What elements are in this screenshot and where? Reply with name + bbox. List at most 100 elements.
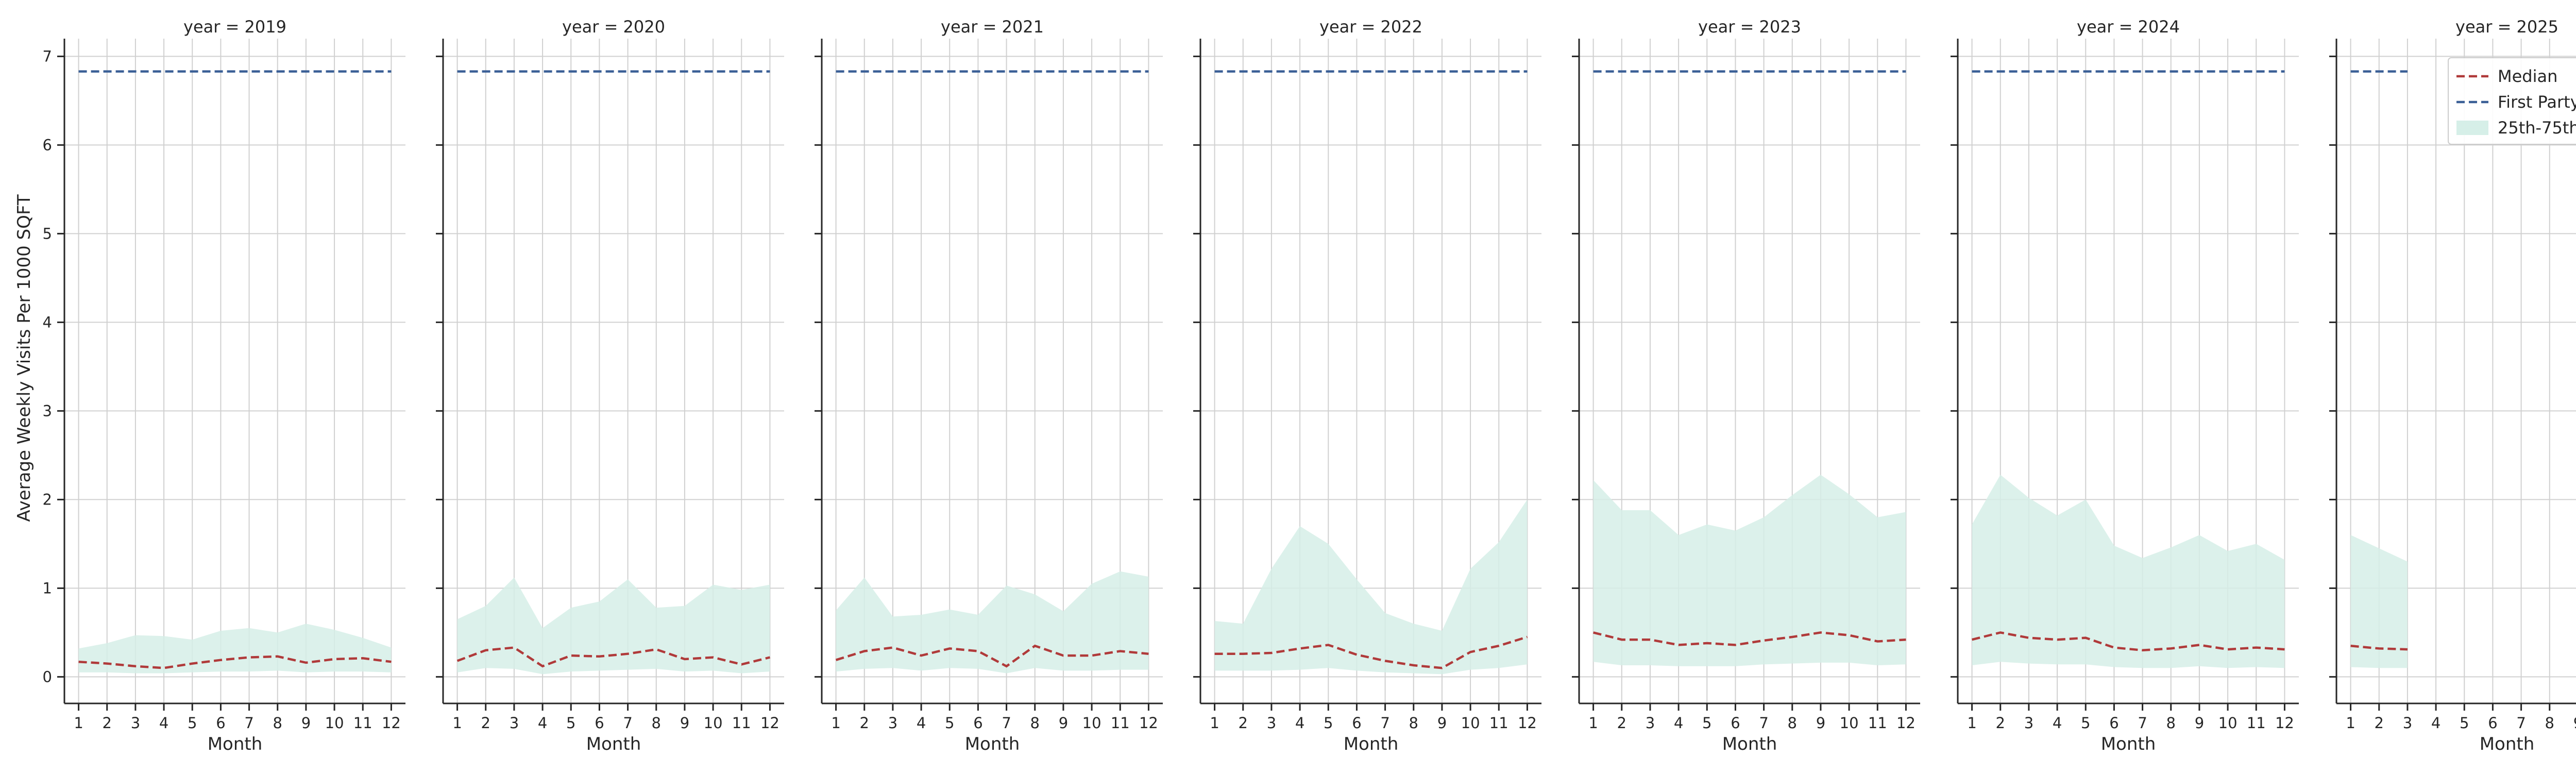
x-tick-label: 1 [2346,714,2355,732]
panel-title: year = 2020 [562,17,665,37]
x-tick-label: 4 [1674,714,1683,732]
x-tick-label: 8 [652,714,661,732]
percentile-band [78,624,392,674]
x-tick-label: 10 [704,714,723,732]
median-line [1214,635,1528,669]
x-tick-label: 6 [973,714,982,732]
x-tick-label: 5 [945,714,954,732]
x-tick-label: 8 [1030,714,1040,732]
x-tick-label: 7 [1759,714,1768,732]
x-tick-label: 8 [1409,714,1418,732]
x-axis-label: Month [1722,734,1777,754]
x-tick-label: 9 [1059,714,1068,732]
x-tick-label: 2 [860,714,869,732]
y-tick-label: 3 [43,402,52,419]
x-tick-label: 2 [103,714,112,732]
panel-title: year = 2024 [2077,17,2180,37]
x-tick-label: 11 [1489,714,1509,732]
x-tick-label: 8 [2166,714,2176,732]
legend-label: Median [2498,66,2557,86]
median-line [835,644,1149,668]
median-line [456,646,770,668]
y-tick-label: 7 [43,47,52,65]
x-tick-label: 2 [1239,714,1248,732]
x-axis-label: Month [1344,734,1399,754]
x-tick-label: 9 [2573,714,2576,732]
panel-title: year = 2022 [1319,17,1422,37]
median-line [2350,644,2408,651]
x-tick-label: 7 [1380,714,1389,732]
y-tick-label: 6 [43,136,52,154]
y-tick-label: 0 [43,668,52,685]
y-tick-label: 2 [43,491,52,508]
x-tick-label: 6 [1731,714,1740,732]
x-tick-label: 5 [2081,714,2090,732]
x-tick-label: 7 [244,714,253,732]
x-tick-label: 10 [1840,714,1859,732]
x-tick-label: 10 [1082,714,1101,732]
x-tick-label: 10 [2218,714,2238,732]
x-tick-label: 5 [1702,714,1711,732]
x-tick-label: 8 [1788,714,1797,732]
x-tick-label: 1 [452,714,462,732]
x-tick-label: 2 [481,714,490,732]
x-tick-label: 12 [760,714,779,732]
percentile-band [457,577,770,675]
x-axis-label: Month [2480,734,2535,754]
x-axis-label: Month [965,734,1020,754]
x-tick-label: 5 [188,714,197,732]
percentile-band [2350,535,2408,668]
legend: Median First Party Median 25th-75th Percen… [2448,57,2576,145]
x-tick-label: 6 [216,714,225,732]
panel-title: year = 2019 [183,17,286,37]
x-tick-label: 12 [1518,714,1537,732]
legend-label: 25th-75th Percentile [2498,118,2576,138]
x-tick-label: 9 [1437,714,1447,732]
x-tick-label: 2 [1617,714,1626,732]
x-tick-label: 4 [917,714,926,732]
x-tick-label: 1 [1967,714,1976,732]
legend-swatch-band [2456,121,2488,135]
x-tick-label: 10 [325,714,344,732]
x-axis-label: Month [2101,734,2156,754]
percentile-band [1214,499,1528,675]
x-tick-label: 3 [1267,714,1276,732]
x-tick-label: 3 [131,714,140,732]
median-line [1972,631,2285,652]
x-tick-label: 3 [510,714,519,732]
x-tick-label: 8 [2545,714,2554,732]
x-tick-label: 5 [1324,714,1333,732]
x-tick-label: 1 [1210,714,1219,732]
x-tick-label: 7 [2516,714,2526,732]
x-tick-label: 10 [1461,714,1480,732]
x-axis-label: Month [208,734,263,754]
x-tick-label: 6 [1352,714,1361,732]
legend-label: First Party Median [2498,92,2576,112]
x-tick-label: 3 [2403,714,2412,732]
x-tick-label: 4 [1295,714,1304,732]
x-tick-label: 6 [595,714,604,732]
x-tick-label: 5 [2460,714,2469,732]
median-line [78,655,392,669]
x-tick-label: 4 [538,714,547,732]
x-tick-label: 7 [2138,714,2147,732]
x-tick-label: 1 [1588,714,1598,732]
x-tick-label: 7 [1002,714,1011,732]
y-axis-label: Average Weekly Visits Per 1000 SQFT [14,194,35,522]
percentile-band [1593,475,1906,666]
x-tick-label: 12 [2275,714,2294,732]
x-tick-label: 3 [2024,714,2033,732]
x-axis-label: Month [586,734,641,754]
x-tick-label: 3 [1646,714,1655,732]
x-tick-label: 11 [353,714,372,732]
panel-title: year = 2021 [941,17,1044,37]
x-tick-label: 2 [2375,714,2384,732]
x-tick-label: 6 [2488,714,2497,732]
panel-title: year = 2025 [2455,17,2558,37]
